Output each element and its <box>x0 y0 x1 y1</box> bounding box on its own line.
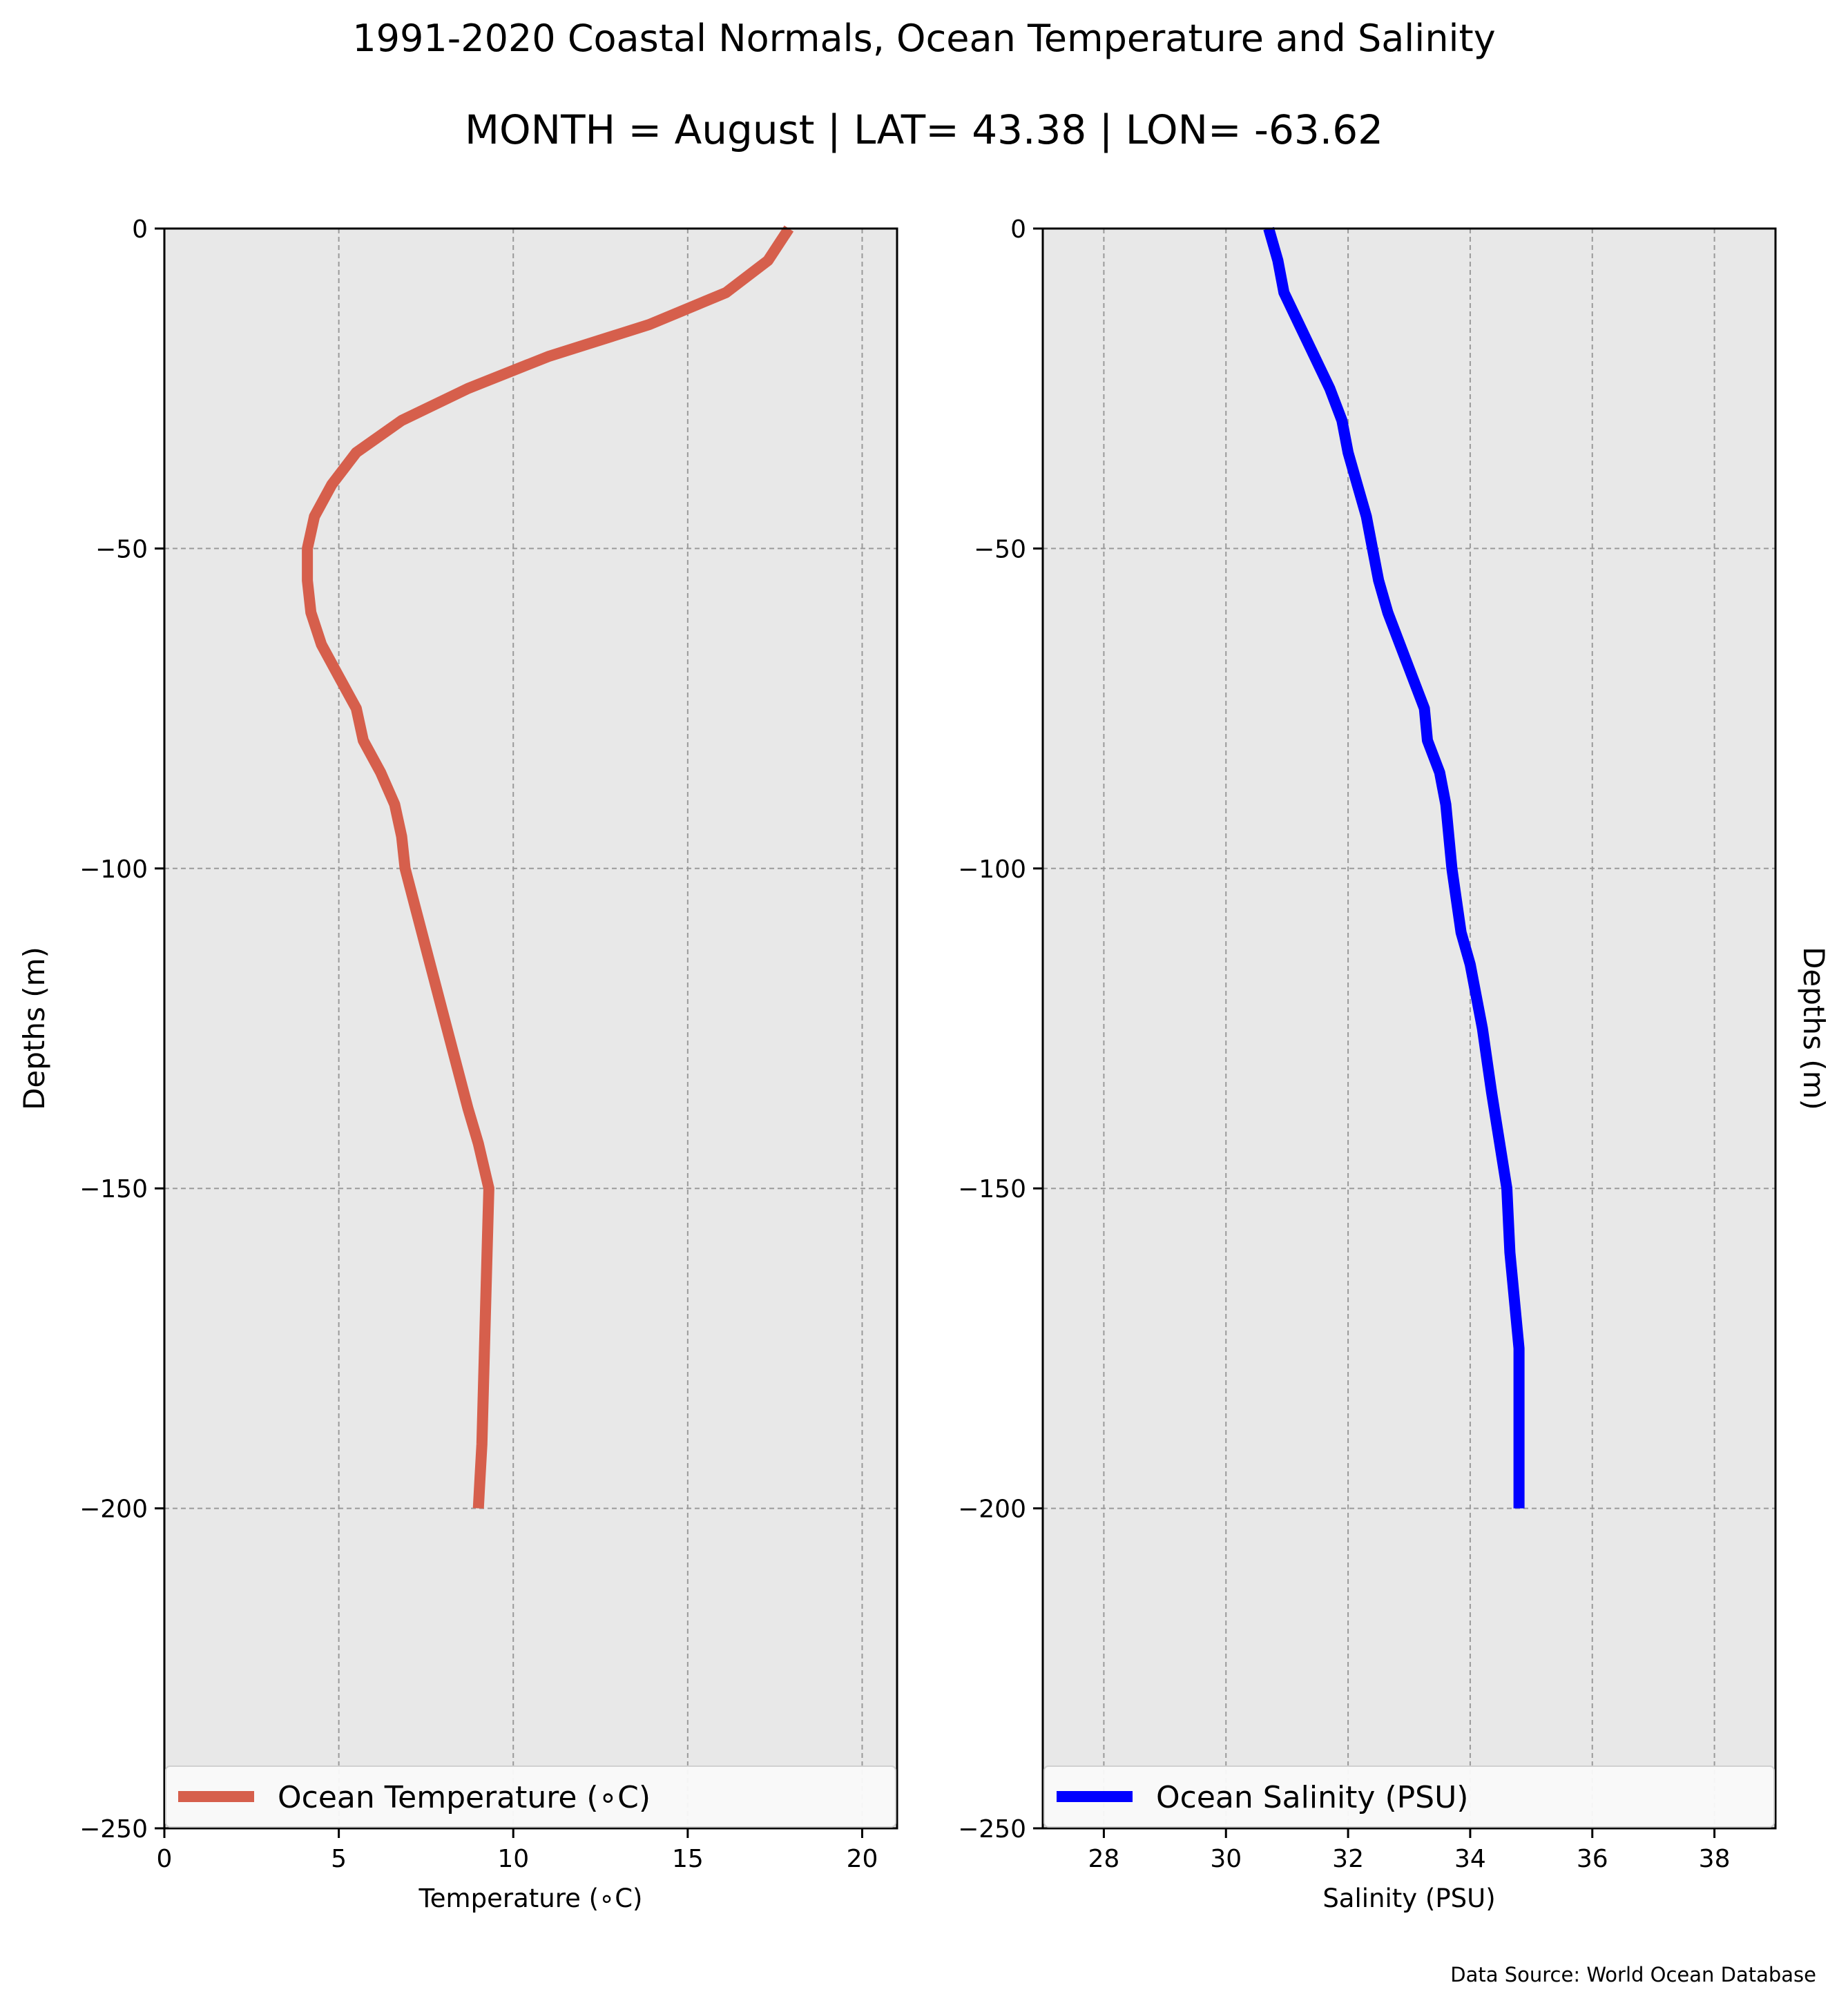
x-tick-label: 32 <box>1332 1845 1364 1873</box>
x-tick-label: 20 <box>847 1845 878 1873</box>
figure-subtitle: MONTH = August | LAT= 43.38 | LON= -63.6… <box>465 106 1383 153</box>
x-tick-label: 15 <box>672 1845 704 1873</box>
y-axis-label: Depths (m) <box>17 947 51 1110</box>
y-tick-label: −100 <box>958 855 1026 884</box>
legend: Ocean Salinity (PSU) <box>1043 1765 1775 1828</box>
plot-area <box>1043 229 1775 1828</box>
x-axis-label: Temperature (∘C) <box>418 1884 642 1913</box>
y-tick-label: −50 <box>974 535 1026 563</box>
salinity-panel: 28 30 32 34 36 38 0 −50 −100 −150 −200 −250 Salinity… <box>958 215 1831 1913</box>
y-tick-label: 0 <box>132 215 148 244</box>
y-tick-label: −150 <box>958 1175 1026 1203</box>
axes-frame <box>1041 227 1777 1830</box>
x-tick-label: 30 <box>1210 1845 1242 1873</box>
y-tick-label: −250 <box>958 1815 1026 1844</box>
x-tick-label: 10 <box>497 1845 529 1873</box>
y-tick-label: 0 <box>1010 215 1026 244</box>
x-tick-label: 36 <box>1577 1845 1608 1873</box>
y-tick-label: −100 <box>79 855 148 884</box>
x-tick-label: 5 <box>331 1845 347 1873</box>
y-tick-label: −150 <box>79 1175 148 1203</box>
legend-box <box>1043 1765 1775 1828</box>
data-source-note: Data Source: World Ocean Database <box>1450 1963 1816 1986</box>
x-tick-label: 0 <box>157 1845 173 1873</box>
axes-frame <box>163 227 898 1830</box>
x-axis-label: Salinity (PSU) <box>1322 1884 1495 1913</box>
y-tick-label: −250 <box>79 1815 148 1844</box>
y-tick-label: −200 <box>958 1496 1026 1524</box>
y-axis-label: Depths (m) <box>1797 947 1831 1110</box>
series-line <box>1263 226 1525 1509</box>
figure-title: 1991-2020 Coastal Normals, Ocean Tempera… <box>352 17 1495 60</box>
y-tick-label: −50 <box>95 535 148 563</box>
temperature-panel: 0 5 10 15 20 0 −50 −100 −150 −200 −250 Temperature … <box>17 215 898 1913</box>
legend-box <box>165 1765 896 1828</box>
legend: Ocean Temperature (∘C) <box>165 1765 896 1828</box>
x-tick-label: 38 <box>1699 1845 1731 1873</box>
legend-label: Ocean Salinity (PSU) <box>1156 1780 1468 1815</box>
x-tick-label: 28 <box>1088 1845 1120 1873</box>
y-tick-label: −200 <box>79 1496 148 1524</box>
series-line <box>302 225 794 1509</box>
x-tick-label: 34 <box>1454 1845 1486 1873</box>
plot-area <box>164 229 897 1828</box>
legend-label: Ocean Temperature (∘C) <box>278 1780 651 1815</box>
